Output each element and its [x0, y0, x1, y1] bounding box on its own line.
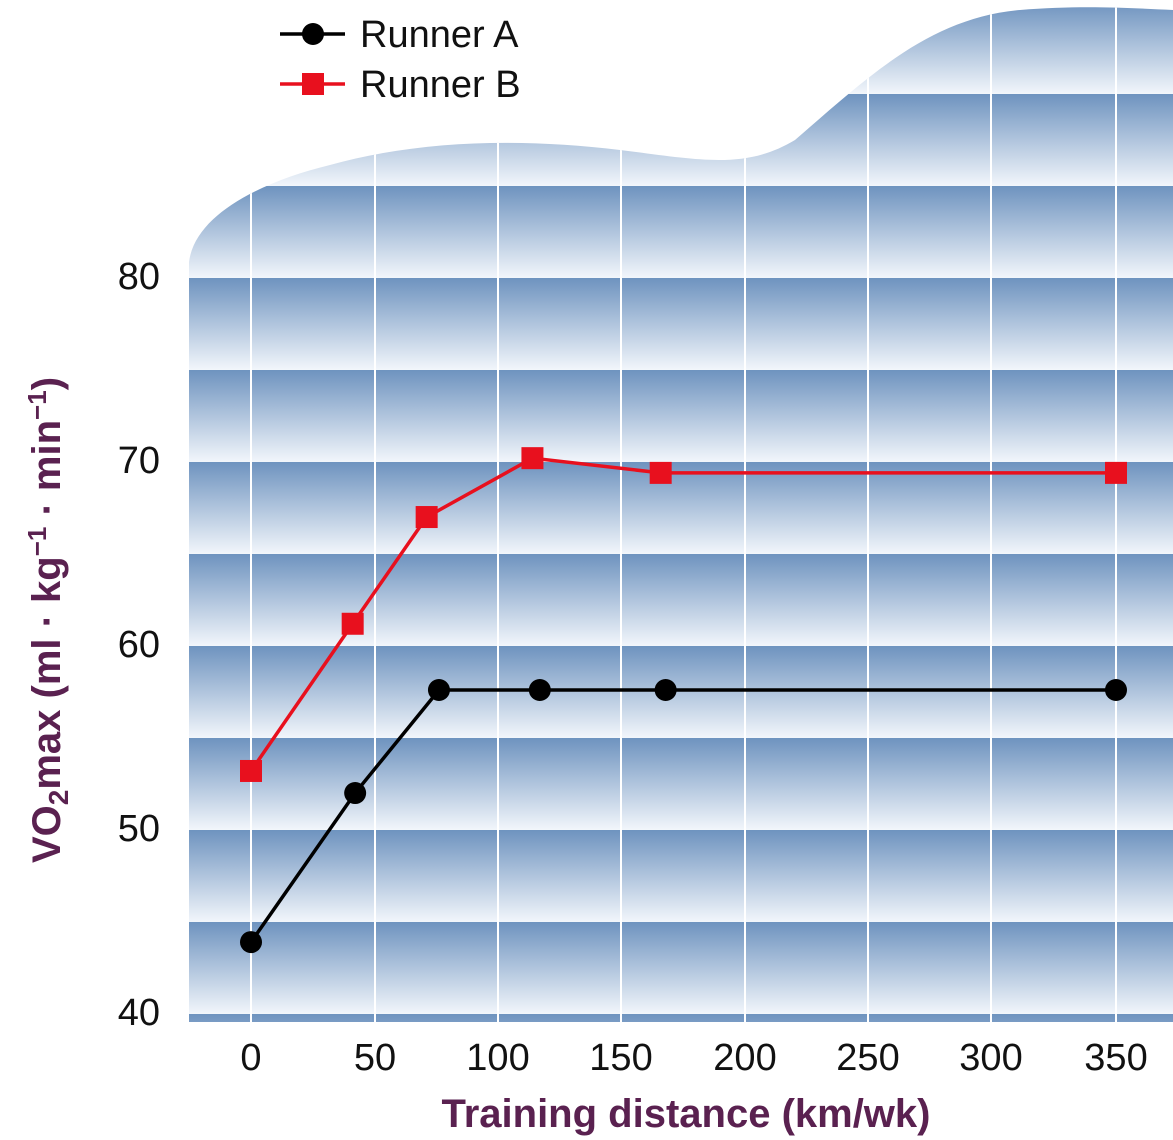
y-axis-title-close: ): [25, 377, 69, 390]
legend-item: Runner A: [280, 14, 519, 56]
x-tick-label: 100: [466, 1037, 529, 1079]
y-tick-label: 40: [118, 992, 160, 1034]
x-tick-label: 300: [959, 1037, 1022, 1079]
y-axis-title-sup1: −1: [22, 527, 52, 557]
y-axis-title-min: · min: [25, 420, 69, 527]
legend-label: Runner B: [360, 64, 521, 106]
legend-item: Runner B: [280, 64, 521, 106]
y-axis-title: VO2max (ml · kg−1 · min−1): [22, 377, 74, 863]
data-point-marker: [649, 461, 672, 484]
y-tick-label: 60: [118, 624, 160, 666]
y-axis-title-v: V: [25, 836, 69, 863]
y-tick-label: 50: [118, 808, 160, 850]
data-point-marker: [415, 506, 438, 529]
series-line: [249, 688, 1116, 944]
series-runner-b: [240, 447, 1127, 782]
y-tick-label: 80: [118, 256, 160, 298]
data-point-marker: [341, 612, 364, 635]
data-point-marker: [1105, 679, 1127, 701]
y-axis-title-main: max (ml · kg: [25, 556, 69, 789]
data-point-marker: [344, 782, 367, 805]
x-tick-label: 250: [836, 1037, 899, 1079]
series-layer: [240, 447, 1127, 954]
x-tick-label: 200: [713, 1037, 776, 1079]
x-tick-labels: 0 50 100 150 200 250 300 350: [240, 1037, 1147, 1079]
x-tick-label: 0: [240, 1037, 261, 1079]
x-tick-label: 50: [354, 1037, 396, 1079]
legend: Runner A Runner B: [280, 14, 521, 106]
y-axis-title-sup2: −1: [22, 390, 52, 420]
vertical-gridlines: [250, 7, 1117, 1022]
data-point-marker: [240, 759, 262, 782]
data-point-marker: [528, 679, 551, 701]
data-point-marker: [1105, 461, 1127, 484]
y-axis-title-sub: 2: [43, 790, 74, 806]
y-tick-labels: 40 50 60 70 80: [118, 256, 160, 1034]
x-tick-label: 150: [589, 1037, 652, 1079]
data-point-marker: [654, 679, 677, 701]
data-point-marker: [240, 931, 262, 954]
legend-marker: [302, 73, 324, 95]
series-line: [249, 456, 1116, 772]
y-tick-label: 70: [118, 440, 160, 482]
y-axis-title-o: O: [25, 805, 69, 836]
data-point-marker: [521, 447, 544, 470]
data-point-marker: [427, 679, 450, 701]
x-tick-label: 350: [1084, 1037, 1147, 1079]
legend-label: Runner A: [360, 14, 519, 56]
series-runner-a: [240, 679, 1127, 954]
legend-marker: [302, 23, 324, 45]
x-axis-title: Training distance (km/wk): [441, 1092, 930, 1136]
